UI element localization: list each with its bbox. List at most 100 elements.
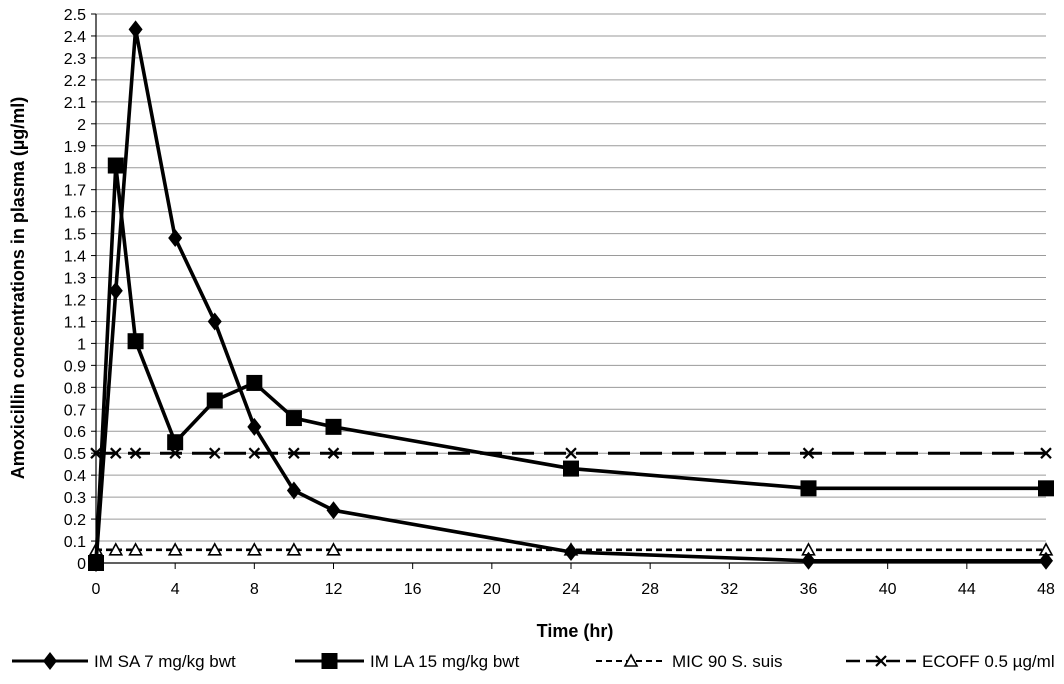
y-tick-label: 2 xyxy=(77,117,86,134)
axes xyxy=(95,14,1046,564)
legend-entry: IM SA 7 mg/kg bwt xyxy=(12,652,236,671)
data-point-triangle-open xyxy=(286,542,302,556)
data-point-square xyxy=(800,480,817,497)
x-tick-label: 8 xyxy=(250,581,259,598)
x-tick-label: 16 xyxy=(404,581,422,598)
data-point-triangle-open xyxy=(207,542,223,556)
data-point-square xyxy=(167,434,184,451)
y-tick-label: 0.1 xyxy=(64,534,86,551)
legend-entry: ECOFF 0.5 µg/ml xyxy=(846,652,1055,671)
series-1 xyxy=(89,20,1053,572)
y-tick-label: 1.7 xyxy=(64,183,86,200)
data-point-square xyxy=(88,555,104,571)
x-tick-label: 36 xyxy=(800,581,818,598)
y-tick-label: 0.3 xyxy=(64,490,86,507)
data-point-diamond xyxy=(108,281,123,300)
y-tick-label: 0 xyxy=(77,556,86,573)
y-tick-label: 1.4 xyxy=(64,249,86,266)
data-point-diamond xyxy=(207,312,222,331)
data-point-triangle-open xyxy=(326,542,341,556)
y-tick-label: 0.8 xyxy=(64,380,86,397)
x-tick-label: 40 xyxy=(879,581,897,598)
y-tick-label: 1 xyxy=(77,336,86,353)
y-tick-label: 1.2 xyxy=(64,292,86,309)
series-line xyxy=(94,27,1046,564)
y-tick-label: 2.5 xyxy=(64,7,86,24)
legend-marker-x xyxy=(875,655,887,667)
legend-entry: MIC 90 S. suis xyxy=(596,652,783,671)
legend-label: ECOFF 0.5 µg/ml xyxy=(922,652,1055,671)
legend-label: IM LA 15 mg/kg bwt xyxy=(370,652,520,671)
data-point-square xyxy=(285,410,302,427)
data-point-diamond xyxy=(564,543,578,562)
data-point-x xyxy=(129,447,142,459)
y-tick-label: 1.5 xyxy=(64,227,86,244)
legend-label: MIC 90 S. suis xyxy=(672,652,783,671)
data-point-x xyxy=(110,447,122,459)
data-point-square xyxy=(127,333,144,350)
data-point-x xyxy=(288,447,300,459)
x-tick-label: 12 xyxy=(325,581,343,598)
data-point-x xyxy=(327,447,340,459)
x-tick-label: 20 xyxy=(483,581,501,598)
x-axis-title: Time (hr) xyxy=(537,621,614,641)
data-point-triangle-open xyxy=(108,542,124,556)
x-tick-label: 4 xyxy=(171,581,180,598)
x-tick-label: 0 xyxy=(92,581,101,598)
y-axis-ticks: 0 0.1 0.2 0.3 0.4 0.5 0.6 0.7 0.8 0.9 1 1.1 1.2 1.3 1.… xyxy=(64,7,96,573)
series-4 xyxy=(90,447,1052,459)
y-tick-label: 2.1 xyxy=(64,95,86,112)
y-tick-label: 0.6 xyxy=(64,424,86,441)
y-axis-title: Amoxicillin concentrations in plasma (µg… xyxy=(8,97,28,479)
legend-entry: IM LA 15 mg/kg bwt xyxy=(295,652,520,671)
y-tick-label: 0.2 xyxy=(64,512,86,529)
legend: IM SA 7 mg/kg bwt IM LA 15 mg/kg bwt MIC 9… xyxy=(12,652,1055,671)
y-tick-label: 0.4 xyxy=(64,468,86,485)
data-point-x xyxy=(802,447,815,459)
x-axis-ticks: 0 4 8 12 16 20 24 28 32 36 40 44 48 xyxy=(92,563,1055,598)
data-point-diamond xyxy=(801,551,816,570)
data-point-x xyxy=(565,447,577,459)
y-tick-label: 2.4 xyxy=(64,29,86,46)
data-point-triangle-open xyxy=(167,542,183,556)
data-point-diamond xyxy=(286,481,301,500)
data-point-square xyxy=(246,374,263,391)
y-tick-label: 1.3 xyxy=(64,271,86,288)
y-tick-label: 2.3 xyxy=(64,51,86,68)
y-tick-label: 0.9 xyxy=(64,358,86,375)
legend-marker-square xyxy=(321,653,338,669)
y-tick-label: 1.1 xyxy=(64,314,86,331)
y-tick-label: 0.5 xyxy=(64,446,86,463)
x-tick-label: 28 xyxy=(641,581,659,598)
data-point-x xyxy=(248,447,261,459)
data-point-square xyxy=(325,418,342,435)
data-point-square xyxy=(206,392,223,409)
x-tick-label: 48 xyxy=(1037,581,1055,598)
y-tick-label: 0.7 xyxy=(64,402,86,419)
y-tick-label: 1.6 xyxy=(64,205,86,222)
data-point-diamond xyxy=(1039,551,1053,570)
legend-marker-triangle-open xyxy=(623,653,639,667)
data-point-x xyxy=(90,447,102,459)
data-point-triangle-open xyxy=(128,542,143,556)
data-point-diamond xyxy=(247,417,262,436)
x-tick-label: 44 xyxy=(958,581,976,598)
series-line xyxy=(94,163,1046,564)
x-tick-label: 32 xyxy=(720,581,738,598)
y-tick-label: 2.2 xyxy=(64,73,86,90)
data-point-diamond xyxy=(128,20,143,39)
legend-marker-diamond xyxy=(43,652,57,670)
data-point-x xyxy=(208,447,221,459)
x-tick-label: 24 xyxy=(562,581,580,598)
legend-label: IM SA 7 mg/kg bwt xyxy=(94,652,236,671)
y-tick-label: 1.8 xyxy=(64,161,86,178)
data-point-diamond xyxy=(326,501,341,520)
gridlines xyxy=(96,13,1046,564)
data-point-square xyxy=(107,157,124,174)
data-point-diamond xyxy=(168,228,183,247)
y-tick-label: 1.9 xyxy=(64,139,86,156)
series-3 xyxy=(88,542,1054,556)
data-point-x xyxy=(1040,447,1052,459)
data-point-square xyxy=(563,460,579,477)
